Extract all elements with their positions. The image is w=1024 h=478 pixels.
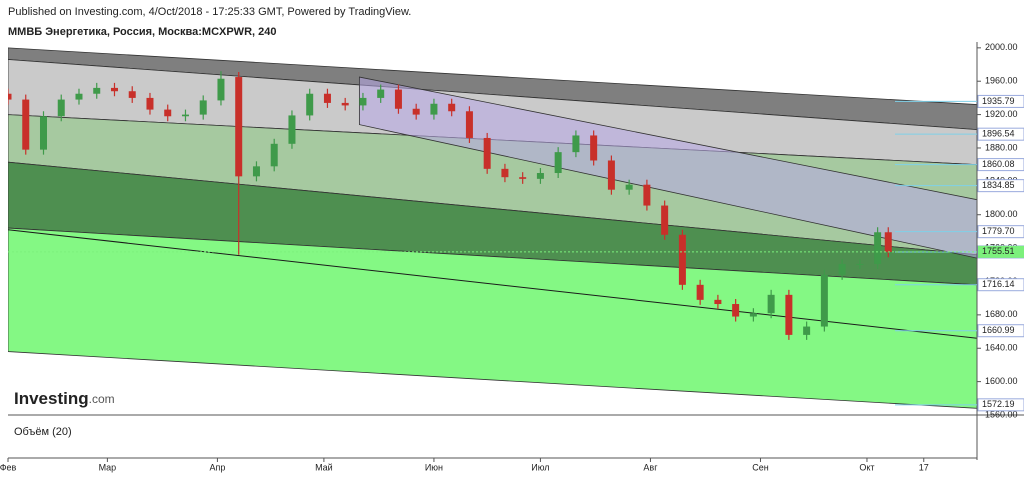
chart-title: ММВБ Энергетика, Россия, Москва:MCXPWR, …: [8, 26, 276, 38]
candle-body: [181, 114, 189, 117]
candle-body: [884, 232, 892, 252]
candle-body: [252, 166, 260, 177]
x-tick-label: Сен: [752, 462, 769, 472]
price-label-box: [977, 225, 1024, 239]
channel: [358, 76, 977, 259]
candle-body: [412, 108, 420, 115]
candle-body: [199, 100, 207, 115]
candle-body: [341, 102, 349, 106]
candle-body: [270, 143, 278, 167]
candle-body: [146, 97, 154, 110]
price-label-box: [977, 158, 1024, 172]
candle-body: [661, 205, 669, 235]
plot-area: [8, 47, 977, 409]
x-tick-label: Апр: [209, 462, 225, 472]
candle-body: [554, 152, 562, 174]
candle-body: [39, 116, 47, 150]
candle-body: [714, 299, 722, 305]
channel: [8, 227, 977, 409]
price-label-box: [977, 127, 1024, 141]
candle-body: [235, 77, 243, 177]
x-tick-label: 17: [919, 462, 929, 472]
y-tick-label: 1920.00: [985, 109, 1018, 119]
candle-body: [164, 109, 172, 117]
y-tick-label: 1640.00: [985, 343, 1018, 353]
trend-line: [8, 229, 977, 339]
candle-body: [8, 93, 12, 100]
candle-body: [590, 135, 598, 161]
candle-body: [430, 103, 438, 115]
candle-body: [732, 304, 740, 317]
candle-body: [838, 263, 846, 275]
published-note: Published on Investing.com, 4/Oct/2018 -…: [8, 6, 411, 18]
x-tick-label: Июл: [531, 462, 549, 472]
volume-label: Объём (20): [14, 426, 72, 438]
price-label-box: [977, 179, 1024, 193]
x-tick-label: Май: [315, 462, 333, 472]
candle-body: [448, 103, 456, 112]
candle-body: [323, 93, 331, 103]
price-label: 1860.08: [982, 159, 1015, 169]
candle-body: [572, 135, 580, 153]
price-label: 1896.54: [982, 129, 1015, 139]
x-tick-label: Мар: [99, 462, 117, 472]
candle-body: [359, 97, 367, 106]
last-price-box: [978, 245, 1024, 258]
candle-body: [306, 93, 314, 116]
candle-body: [643, 184, 651, 206]
candle-body: [696, 284, 704, 300]
last-price-label: 1755.51: [982, 246, 1015, 256]
y-tick-label: 1960.00: [985, 76, 1018, 86]
x-tick-label: Фев: [0, 462, 17, 472]
price-label-box: [977, 94, 1024, 108]
channel: [8, 161, 977, 286]
price-label: 1834.85: [982, 180, 1015, 190]
candle-body: [625, 184, 633, 190]
candle-body: [607, 160, 615, 190]
candle-body: [377, 89, 385, 98]
candle-body: [128, 91, 136, 98]
logo: Investing.com: [14, 389, 115, 408]
price-label-box: [977, 324, 1024, 338]
candle-body: [536, 173, 544, 179]
candle-body: [394, 89, 402, 109]
y-tick-label: 2000.00: [985, 42, 1018, 52]
y-tick-label: 1800.00: [985, 209, 1018, 219]
price-label-box: [977, 398, 1024, 412]
candle-body: [465, 111, 473, 138]
price-label: 1935.79: [982, 96, 1015, 106]
candle-body: [483, 137, 491, 169]
candle-body: [75, 93, 83, 100]
candle-body: [749, 313, 757, 317]
candle-body: [767, 294, 775, 314]
candle-body: [22, 99, 30, 150]
price-label: 1716.14: [982, 279, 1015, 289]
price-label: 1779.70: [982, 226, 1015, 236]
price-label: 1572.19: [982, 399, 1015, 409]
price-label: 1660.99: [982, 325, 1015, 335]
channel: [8, 47, 977, 131]
x-tick-label: Окт: [859, 462, 874, 472]
candle-body: [93, 87, 101, 94]
candle-body: [856, 263, 864, 265]
y-tick-label: 1880.00: [985, 142, 1018, 152]
candle-body: [785, 294, 793, 335]
candle-body: [803, 326, 811, 335]
candle-body: [57, 99, 65, 117]
candle-body: [288, 115, 296, 144]
candle-body: [874, 232, 882, 264]
candle-body: [519, 177, 527, 179]
candle-body: [501, 168, 509, 178]
x-tick-label: Июн: [425, 462, 443, 472]
candle-body: [217, 78, 225, 101]
price-label-box: [977, 278, 1024, 292]
candle-body: [820, 274, 828, 327]
y-tick-label: 1600.00: [985, 376, 1018, 386]
y-tick-label: 1560.00: [985, 409, 1018, 419]
candle-body: [678, 234, 686, 285]
x-tick-label: Авг: [643, 462, 658, 472]
candle-body: [110, 87, 118, 92]
y-tick-label: 1680.00: [985, 309, 1018, 319]
